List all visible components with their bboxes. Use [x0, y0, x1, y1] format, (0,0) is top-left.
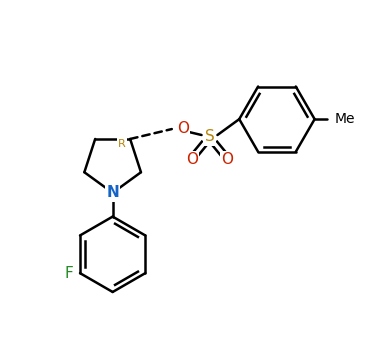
Text: S: S — [204, 129, 214, 144]
Text: F: F — [64, 266, 73, 281]
Text: R: R — [118, 139, 126, 149]
Text: Me: Me — [335, 112, 355, 126]
Text: O: O — [177, 121, 189, 136]
Text: N: N — [106, 185, 119, 200]
Text: O: O — [221, 152, 233, 167]
Text: O: O — [186, 152, 198, 167]
